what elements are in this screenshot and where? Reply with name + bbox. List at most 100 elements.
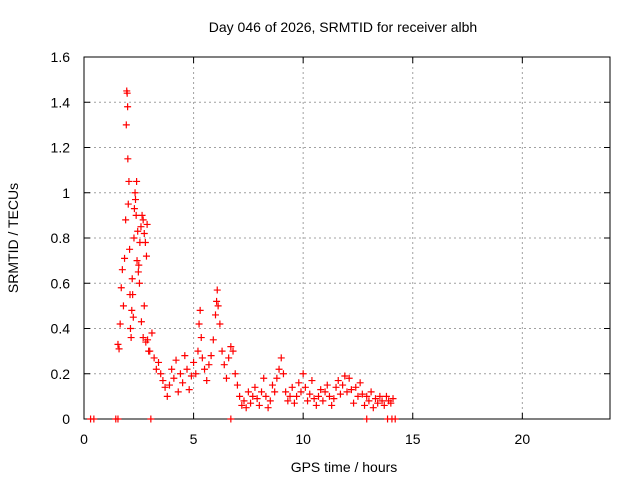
data-point <box>266 397 274 405</box>
data-point <box>282 388 290 396</box>
data-point <box>155 358 163 366</box>
data-point <box>90 415 98 423</box>
data-point <box>209 336 217 344</box>
data-point <box>119 302 127 310</box>
data-point <box>229 347 237 355</box>
x-tick-label: 10 <box>295 431 311 447</box>
data-point <box>339 381 347 389</box>
data-point <box>352 383 360 391</box>
data-point <box>131 189 139 197</box>
data-point <box>312 401 320 409</box>
data-point <box>275 365 283 373</box>
data-point <box>163 392 171 400</box>
data-point <box>365 397 373 405</box>
y-tick-label: 0.6 <box>51 275 71 291</box>
data-point <box>253 395 261 403</box>
data-point <box>122 216 130 224</box>
data-point <box>157 370 165 378</box>
data-point <box>258 388 266 396</box>
data-point <box>380 401 388 409</box>
data-point <box>130 234 138 242</box>
data-point <box>358 390 366 398</box>
data-point <box>205 361 213 369</box>
data-point <box>363 392 371 400</box>
data-point <box>139 216 147 224</box>
data-point <box>325 392 333 400</box>
data-point <box>295 379 303 387</box>
data-point <box>128 275 136 283</box>
data-point <box>306 390 314 398</box>
x-tick-label: 0 <box>80 431 88 447</box>
data-point <box>218 347 226 355</box>
data-point <box>126 325 134 332</box>
data-point <box>123 89 131 97</box>
data-point <box>334 377 342 385</box>
data-point <box>125 177 133 185</box>
y-tick-label: 0.4 <box>51 321 71 337</box>
data-point <box>128 306 136 314</box>
data-point <box>273 374 281 382</box>
data-point <box>124 103 132 111</box>
data-point <box>356 379 364 387</box>
data-point <box>140 229 148 237</box>
data-point <box>137 223 145 231</box>
data-point <box>148 329 156 337</box>
data-point <box>387 399 395 407</box>
data-point <box>227 343 235 351</box>
data-point <box>135 279 143 287</box>
data-point <box>277 354 285 362</box>
data-point <box>161 383 169 391</box>
data-point <box>293 392 301 400</box>
data-point <box>150 354 158 362</box>
data-point <box>124 200 132 208</box>
data-points <box>87 87 399 423</box>
data-point <box>262 392 270 400</box>
data-point <box>207 352 215 360</box>
data-point <box>122 121 130 129</box>
data-point <box>341 372 349 380</box>
data-point <box>130 205 138 213</box>
axis-ticks: 0 0.2 0.4 0.6 0.8 1 1.2 1.4 1.6 0 5 10 15 20 <box>51 49 610 447</box>
data-point <box>187 372 195 380</box>
data-point <box>347 386 355 394</box>
data-point <box>144 336 152 344</box>
data-point <box>363 415 371 423</box>
data-point <box>343 388 351 396</box>
data-point <box>196 306 204 314</box>
x-tick-label: 15 <box>405 431 421 447</box>
data-point <box>185 386 193 394</box>
data-point <box>301 383 309 391</box>
data-point <box>332 383 340 391</box>
data-point <box>133 177 141 185</box>
data-point <box>140 302 148 310</box>
data-point <box>181 352 189 360</box>
data-point <box>134 227 142 235</box>
data-point <box>203 377 211 385</box>
data-point <box>288 383 296 391</box>
data-point <box>194 347 202 355</box>
data-point <box>147 415 155 423</box>
data-point <box>114 340 122 348</box>
data-point <box>129 313 137 321</box>
data-point <box>216 320 224 328</box>
data-point <box>308 377 316 385</box>
data-point <box>255 401 263 409</box>
data-point <box>231 370 239 378</box>
data-point <box>233 381 241 389</box>
data-point <box>367 388 375 396</box>
data-point <box>328 401 336 409</box>
data-point <box>141 239 149 247</box>
data-point <box>378 397 386 405</box>
data-point <box>371 395 379 403</box>
data-point <box>146 347 154 355</box>
data-point <box>212 311 219 319</box>
y-tick-label: 0.8 <box>51 230 71 246</box>
data-point <box>124 155 132 163</box>
data-point <box>271 388 279 396</box>
data-point <box>382 392 390 400</box>
data-point <box>304 397 312 405</box>
data-point <box>152 365 160 373</box>
data-point <box>284 397 292 405</box>
